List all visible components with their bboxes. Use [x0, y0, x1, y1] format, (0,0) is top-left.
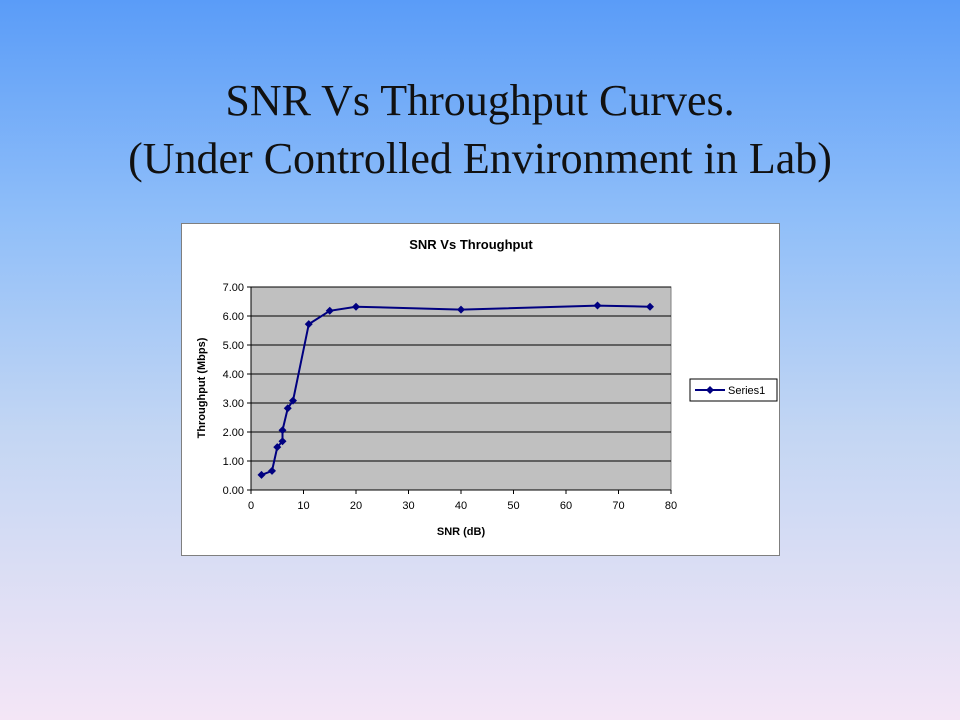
y-tick-label: 0.00: [223, 485, 244, 497]
throughput-chart: SNR Vs Throughput 0.00 1.00 2.00 3.00 4.00 5.…: [196, 237, 778, 538]
slide-title: SNR Vs Throughput Curves. (Under Control…: [0, 72, 960, 188]
data-point-marker: [278, 437, 287, 446]
x-tick-label: 40: [455, 500, 467, 512]
data-point-marker: [268, 466, 276, 475]
chart-title: SNR Vs Throughput: [409, 237, 533, 252]
y-tick-label: 6.00: [223, 311, 244, 323]
y-tick-label: 7.00: [223, 282, 244, 294]
data-point-marker: [646, 302, 654, 311]
data-point-marker: [273, 443, 282, 452]
legend-series-label: Series1: [728, 385, 765, 397]
axes: [247, 286, 672, 494]
x-tick-labels: 0 10 20 30 40 50 60 70 80: [248, 500, 677, 512]
plot-area: [250, 286, 672, 491]
data-point-marker: [457, 305, 465, 314]
data-point-marker: [352, 302, 360, 311]
y-tick-label: 2.00: [223, 427, 244, 439]
data-point-marker: [304, 320, 313, 329]
x-tick-label: 80: [665, 500, 677, 512]
legend: Series1: [689, 378, 778, 402]
data-point-marker: [283, 404, 292, 413]
x-tick-label: 10: [297, 500, 309, 512]
y-tick-label: 1.00: [223, 456, 244, 468]
data-point-marker: [289, 396, 297, 405]
legend-box: [689, 378, 778, 402]
y-tick-label: 5.00: [223, 340, 244, 352]
series-layer: [257, 301, 654, 479]
data-point-marker: [257, 470, 266, 479]
y-tick-label: 3.00: [223, 398, 244, 410]
x-tick-label: 50: [507, 500, 519, 512]
x-axis-title: SNR (dB): [437, 526, 486, 538]
y-tick-label: 4.00: [223, 369, 244, 381]
y-tick-labels: 0.00 1.00 2.00 3.00 4.00 5.00 6.00 7.00: [223, 282, 244, 497]
x-tick-label: 60: [560, 500, 572, 512]
data-point-marker: [593, 301, 602, 310]
data-point-marker: [278, 426, 287, 435]
data-point-marker: [325, 306, 334, 315]
x-tick-label: 20: [350, 500, 362, 512]
legend-series-marker: [706, 386, 714, 394]
chart-container: SNR Vs Throughput 0.00 1.00 2.00 3.00 4.00 5.…: [181, 223, 780, 556]
slide-title-line-2: (Under Controlled Environment in Lab): [128, 134, 832, 183]
x-tick-label: 30: [402, 500, 414, 512]
x-tick-label: 0: [248, 500, 254, 512]
x-tick-label: 70: [612, 500, 624, 512]
y-axis-title: Throughput (Mbps): [196, 337, 208, 438]
slide-title-line-1: SNR Vs Throughput Curves.: [225, 76, 735, 125]
